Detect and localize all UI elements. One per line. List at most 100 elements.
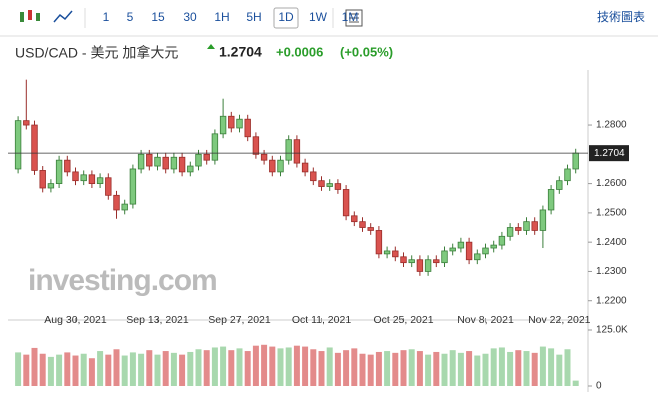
volume-bar <box>498 347 505 386</box>
volume-bar <box>384 351 391 386</box>
volume-bar <box>531 352 538 386</box>
candle-body <box>564 168 571 182</box>
candle-body <box>236 118 243 129</box>
volume-bar <box>556 354 563 386</box>
x-tick-label: Oct 25, 2021 <box>373 314 433 326</box>
volume-bar <box>466 351 473 386</box>
volume-bar <box>203 350 210 386</box>
volume-bar <box>105 354 112 386</box>
x-tick-label: Nov 8, 2021 <box>457 314 514 326</box>
settings-icon[interactable] <box>345 9 363 27</box>
y-tick-label: 1.2400 <box>596 237 627 248</box>
x-tick-label: Aug 30, 2021 <box>44 314 107 326</box>
candle-body <box>433 259 440 264</box>
volume-bar <box>187 351 194 386</box>
candle-body <box>293 139 301 164</box>
chart-type-link[interactable]: 技術圖表 <box>597 10 645 24</box>
interval-button[interactable]: 1M <box>342 10 359 24</box>
candle-icon[interactable] <box>20 10 40 22</box>
volume-bar <box>252 345 259 386</box>
symbol: USD/CAD - 美元 加拿大元 <box>15 45 178 61</box>
volume-bar <box>39 353 46 386</box>
interval-button[interactable]: 5 <box>127 10 134 24</box>
volume-bar <box>507 351 514 386</box>
candle-body <box>105 177 112 196</box>
candle-body <box>457 241 465 249</box>
price: 1.2704 <box>219 44 262 60</box>
volume-bar <box>261 344 268 386</box>
candle-body <box>547 189 555 211</box>
line-icon[interactable] <box>53 10 73 23</box>
volume-bar <box>195 349 202 386</box>
candle-body <box>277 159 284 173</box>
volume-bar <box>425 354 432 386</box>
candle-body <box>14 120 22 170</box>
candle-body <box>392 250 399 258</box>
volume-bar <box>179 354 186 386</box>
volume-bar <box>326 347 333 386</box>
candle-body <box>228 115 235 129</box>
y-tick-label: 1.2200 <box>596 295 627 306</box>
candle-body <box>490 244 497 249</box>
volume-bar <box>474 355 481 386</box>
x-tick-label: Sep 27, 2021 <box>208 314 271 326</box>
interval-button[interactable]: 5H <box>246 10 261 24</box>
candle-body <box>506 227 514 237</box>
y-tick-label: 1.2600 <box>596 178 627 189</box>
candle-body <box>195 153 202 167</box>
volume-bar <box>162 351 169 386</box>
interval-button[interactable]: 30 <box>183 10 197 24</box>
volume-bar <box>310 349 317 386</box>
volume-bar <box>433 351 440 386</box>
candle-body <box>408 259 415 264</box>
candle-body <box>523 221 530 231</box>
volume-bar <box>15 352 22 386</box>
volume-bar <box>539 346 546 386</box>
candle-body <box>170 156 178 170</box>
volume-bar <box>47 356 54 386</box>
candle-body <box>80 174 87 182</box>
candle-body <box>359 221 366 228</box>
candle-body <box>424 259 432 272</box>
candle-body <box>383 250 391 255</box>
interval-button[interactable]: 15 <box>151 10 165 24</box>
candle-body <box>269 159 276 173</box>
volume-bar <box>138 353 145 386</box>
volume-bar <box>515 350 522 386</box>
interval-button[interactable]: 1H <box>214 10 229 24</box>
candle-body <box>203 153 210 161</box>
candle-body <box>375 230 383 255</box>
candle-body <box>154 156 161 167</box>
x-tick-label: Oct 11, 2021 <box>292 314 352 326</box>
volume-tick-label: 0 <box>596 381 602 392</box>
y-tick-label: 1.2800 <box>596 120 627 131</box>
candle-body <box>252 136 260 155</box>
candle-body <box>187 165 194 173</box>
x-tick-label: Sep 13, 2021 <box>126 314 189 326</box>
change: +0.0006 <box>276 44 323 59</box>
candle-body <box>318 180 325 187</box>
price-label: 1.2704 <box>594 148 625 159</box>
x-tick-label: Nov 22, 2021 <box>528 314 591 326</box>
candle-body <box>342 189 350 217</box>
interval-button[interactable]: 1W <box>309 10 328 24</box>
volume-bar <box>285 347 292 386</box>
volume-bar <box>154 354 161 386</box>
volume-bar <box>88 358 95 386</box>
volume-bar <box>146 350 153 386</box>
candle-body <box>400 256 407 264</box>
volume-bar <box>490 348 497 386</box>
candle-body <box>515 227 522 231</box>
interval-button[interactable]: 1D <box>278 10 294 24</box>
candle-body <box>162 156 169 170</box>
candle-body <box>88 174 96 185</box>
interval-button[interactable]: 1 <box>103 10 110 24</box>
candle-body <box>474 253 481 261</box>
candle-body <box>367 227 374 231</box>
volume-bar <box>211 347 218 386</box>
volume-bar <box>334 352 341 386</box>
candle-body <box>310 171 317 182</box>
volume-bar <box>31 347 38 386</box>
volume-bar <box>548 348 555 386</box>
